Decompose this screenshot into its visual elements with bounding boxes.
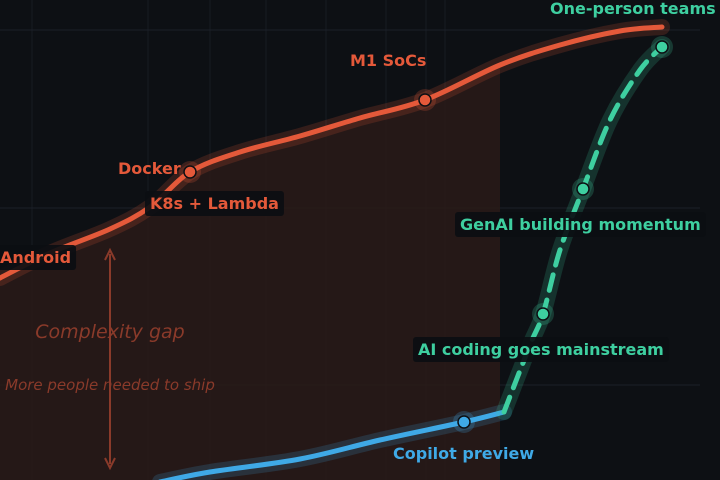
milestone-marker [576,182,590,196]
milestone-label: Copilot preview [393,444,534,463]
milestone-marker [536,307,550,321]
milestone-label: GenAI building momentum [460,215,701,234]
milestone-marker [655,40,669,54]
milestone-labels: Android Docker K8s + Lambda M1 SoCs One-pers… [0,0,716,463]
milestone-label: Docker [118,159,181,178]
milestone-marker [418,93,432,107]
milestone-label-box [455,212,706,237]
complexity-area [0,65,500,480]
gap-arrow-head-down [104,457,116,471]
milestone-label: K8s + Lambda [150,194,279,213]
series-line-0 [0,24,665,281]
milestone-label: M1 SoCs [350,51,426,70]
complexity-gap: Complexity gap More people needed to ship [5,247,215,471]
milestone-label: One-person teams [550,0,716,18]
milestone-marker [183,165,197,179]
milestone-marker [457,415,471,429]
milestone-label-box [0,245,77,270]
gap-subtitle: More people needed to ship [5,376,215,394]
milestone-label: Android [0,248,71,267]
milestone-label-box [145,191,284,216]
milestone-label: AI coding goes mainstream [418,340,664,359]
milestone-label-box [413,337,669,362]
milestone-markers [179,36,673,433]
area-fills [0,65,500,480]
gap-title: Complexity gap [35,321,184,343]
gap-arrow-head-up [104,247,116,261]
